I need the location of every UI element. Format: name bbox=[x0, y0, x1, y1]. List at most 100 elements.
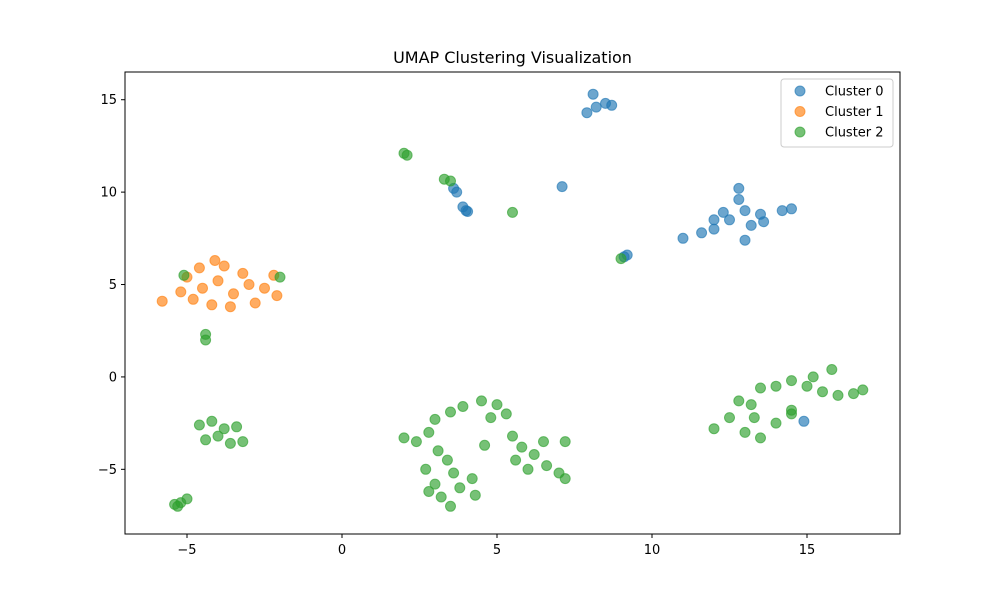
data-point-cluster-2 bbox=[224, 437, 236, 449]
data-point-cluster-2 bbox=[423, 426, 435, 438]
data-point-cluster-0 bbox=[587, 88, 599, 100]
data-point-cluster-2 bbox=[274, 271, 286, 283]
legend-box bbox=[780, 78, 894, 148]
data-point-cluster-2 bbox=[200, 434, 212, 446]
data-point-cluster-2 bbox=[237, 436, 249, 448]
data-point-cluster-2 bbox=[507, 430, 518, 442]
data-point-cluster-2 bbox=[817, 386, 828, 398]
data-point-cluster-0 bbox=[696, 227, 708, 239]
data-point-cluster-1 bbox=[212, 275, 224, 287]
data-point-cluster-2 bbox=[724, 412, 735, 424]
data-point-cluster-2 bbox=[522, 463, 534, 475]
data-point-cluster-2 bbox=[528, 449, 540, 460]
data-point-cluster-2 bbox=[755, 382, 766, 394]
data-point-cluster-0 bbox=[708, 223, 720, 235]
x-tick-label: 0 bbox=[338, 543, 346, 558]
data-point-cluster-2 bbox=[500, 408, 512, 420]
data-point-cluster-2 bbox=[516, 441, 528, 453]
data-point-cluster-0 bbox=[606, 99, 618, 111]
data-point-cluster-1 bbox=[156, 295, 168, 307]
data-point-cluster-0 bbox=[776, 205, 788, 217]
data-point-cluster-1 bbox=[259, 282, 270, 294]
data-point-cluster-0 bbox=[758, 216, 770, 228]
data-point-cluster-2 bbox=[745, 399, 757, 411]
data-point-cluster-2 bbox=[435, 491, 447, 503]
x-tick-label: 10 bbox=[644, 543, 661, 558]
data-point-cluster-2 bbox=[420, 463, 432, 475]
data-point-cluster-2 bbox=[826, 364, 838, 375]
data-point-cluster-2 bbox=[410, 436, 422, 448]
data-point-cluster-2 bbox=[807, 371, 819, 383]
data-point-cluster-0 bbox=[724, 214, 735, 226]
data-point-cluster-2 bbox=[457, 401, 469, 412]
data-point-cluster-1 bbox=[224, 301, 236, 313]
legend-marker bbox=[794, 126, 806, 138]
data-point-cluster-2 bbox=[441, 454, 453, 466]
data-point-cluster-2 bbox=[432, 445, 444, 457]
data-point-cluster-1 bbox=[206, 299, 218, 311]
y-tick-label: −5 bbox=[98, 463, 117, 478]
data-point-cluster-2 bbox=[454, 482, 466, 494]
data-point-cluster-0 bbox=[733, 182, 745, 194]
data-point-cluster-0 bbox=[717, 206, 729, 218]
data-point-cluster-2 bbox=[178, 269, 190, 281]
data-point-cluster-2 bbox=[770, 417, 782, 429]
data-point-cluster-1 bbox=[218, 260, 230, 272]
data-point-cluster-2 bbox=[429, 478, 441, 490]
x-tick-label: −5 bbox=[177, 543, 196, 558]
data-point-cluster-2 bbox=[206, 415, 218, 427]
data-point-cluster-2 bbox=[538, 436, 549, 448]
data-point-cluster-1 bbox=[243, 279, 255, 290]
x-tick-label: 5 bbox=[493, 543, 501, 558]
data-point-cluster-2 bbox=[485, 412, 497, 424]
x-axis: −5 0 5 10 15 bbox=[177, 534, 815, 558]
data-point-cluster-2 bbox=[193, 419, 205, 431]
data-point-cluster-2 bbox=[559, 473, 571, 485]
data-point-cluster-1 bbox=[237, 267, 249, 279]
chart-title: UMAP Clustering Visualization bbox=[393, 48, 632, 67]
data-point-cluster-1 bbox=[209, 255, 221, 266]
data-point-cluster-2 bbox=[755, 432, 766, 444]
y-tick-label: 5 bbox=[109, 278, 117, 293]
data-point-cluster-0 bbox=[581, 107, 593, 119]
data-point-cluster-2 bbox=[510, 454, 522, 466]
plot-frame bbox=[124, 71, 901, 535]
data-point-cluster-2 bbox=[739, 426, 751, 438]
data-point-cluster-2 bbox=[476, 395, 487, 407]
data-point-cluster-0 bbox=[733, 194, 745, 205]
data-point-cluster-2 bbox=[200, 334, 212, 346]
data-point-cluster-1 bbox=[193, 262, 205, 274]
data-point-cluster-2 bbox=[748, 412, 760, 424]
data-point-cluster-0 bbox=[677, 232, 689, 244]
data-point-cluster-2 bbox=[448, 467, 460, 479]
data-point-cluster-0 bbox=[739, 234, 751, 246]
data-point-cluster-2 bbox=[541, 460, 553, 472]
data-point-cluster-2 bbox=[445, 406, 456, 418]
data-point-cluster-2 bbox=[770, 380, 782, 392]
data-point-cluster-0 bbox=[786, 203, 797, 215]
data-point-cluster-2 bbox=[218, 423, 230, 435]
data-point-cluster-2 bbox=[429, 413, 441, 425]
data-point-cluster-2 bbox=[212, 430, 224, 442]
data-point-cluster-0 bbox=[451, 186, 463, 198]
legend: Cluster 0 Cluster 1 Cluster 2 bbox=[780, 78, 894, 148]
plot-area bbox=[124, 71, 901, 535]
data-point-cluster-2 bbox=[401, 149, 413, 161]
data-point-cluster-2 bbox=[172, 500, 184, 512]
data-point-cluster-1 bbox=[187, 293, 199, 305]
data-point-cluster-0 bbox=[745, 219, 757, 231]
y-tick-label: 0 bbox=[109, 370, 117, 385]
x-tick-label: 15 bbox=[799, 543, 816, 558]
data-point-cluster-0 bbox=[708, 214, 720, 226]
data-point-cluster-0 bbox=[556, 181, 568, 193]
data-point-cluster-2 bbox=[559, 436, 571, 448]
data-point-cluster-2 bbox=[801, 380, 813, 392]
data-point-cluster-2 bbox=[445, 500, 456, 512]
data-point-cluster-2 bbox=[231, 421, 243, 433]
data-point-cluster-2 bbox=[832, 389, 844, 401]
data-point-cluster-2 bbox=[479, 439, 491, 451]
data-point-cluster-0 bbox=[798, 415, 810, 427]
data-point-cluster-1 bbox=[197, 282, 208, 294]
data-point-cluster-1 bbox=[175, 286, 187, 298]
